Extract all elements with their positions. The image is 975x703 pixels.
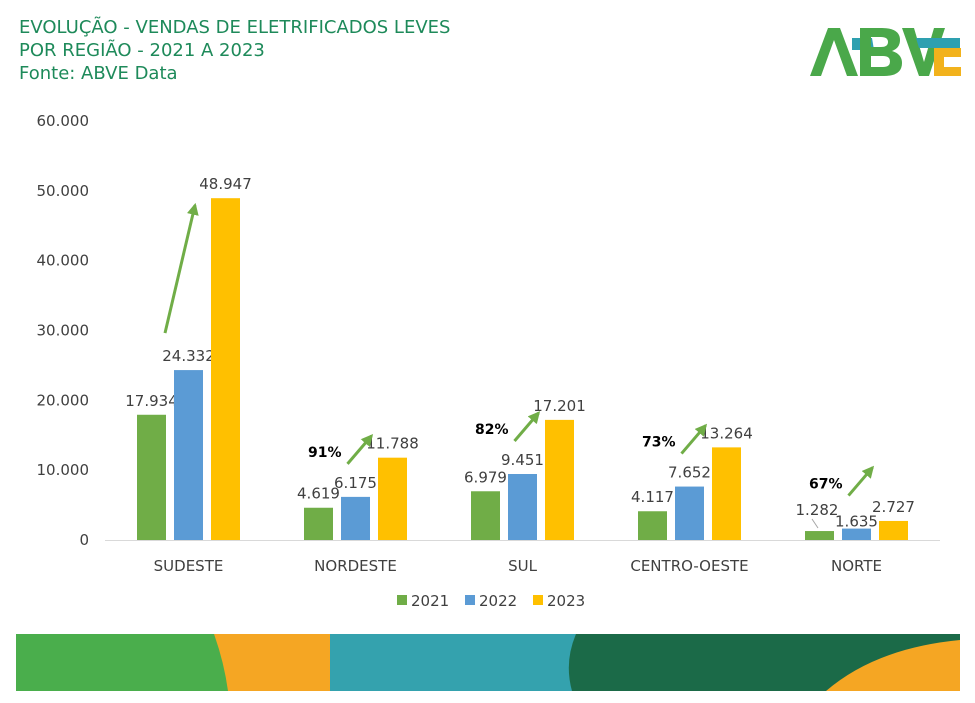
data-label: 17.201 — [533, 397, 586, 415]
bar-2023-nordeste — [378, 457, 407, 540]
growth-arrow — [847, 465, 875, 497]
chart-title-block: EVOLUÇÃO - VENDAS DE ELETRIFICADOS LEVES… — [19, 16, 450, 85]
bar-2023-norte — [879, 520, 908, 540]
bar-2021-norte — [805, 531, 834, 540]
chart-title-line-1: EVOLUÇÃO - VENDAS DE ELETRIFICADOS LEVES — [19, 17, 451, 38]
bar-2023-sul — [545, 419, 574, 540]
data-label: 4.117 — [631, 488, 674, 506]
bar-2022-norte — [842, 528, 871, 540]
x-tick-label: SUDESTE — [154, 557, 224, 575]
growth-arrow — [163, 202, 199, 334]
bar-2022-sul — [508, 474, 537, 540]
growth-label: 73% — [642, 435, 676, 451]
bar-2022-sudeste — [174, 370, 203, 540]
data-label: 6.175 — [334, 474, 377, 492]
data-label: 9.451 — [501, 451, 544, 469]
y-tick-label: 40.000 — [37, 252, 90, 270]
bar-2023-centro-oeste — [712, 447, 741, 540]
y-tick-label: 30.000 — [37, 322, 90, 340]
bar-chart: 0 10.000 20.000 30.000 40.000 50.000 60.000 17.… — [37, 112, 940, 610]
bar-2022-nordeste — [341, 496, 370, 540]
legend-swatch-2023 — [533, 595, 543, 605]
x-tick-label: SUL — [508, 557, 538, 575]
legend-label-2021: 2021 — [411, 592, 449, 610]
growth-label: 67% — [809, 477, 843, 493]
growth-label: 82% — [475, 422, 509, 438]
footer-color-band — [16, 634, 960, 691]
data-label: 17.934 — [125, 392, 178, 410]
growth-label: 91% — [308, 445, 342, 461]
bar-2021-sul — [471, 491, 500, 540]
y-tick-label: 0 — [79, 531, 89, 549]
y-tick-label: 10.000 — [37, 461, 90, 479]
growth-arrow — [680, 423, 708, 455]
growth-arrow — [346, 434, 374, 465]
bar-2023-sudeste — [211, 198, 240, 541]
x-tick-label: NORTE — [831, 557, 882, 575]
growth-arrow — [513, 411, 541, 442]
data-label: 1.635 — [835, 513, 878, 531]
data-label: 7.652 — [668, 464, 711, 482]
data-label: 11.788 — [366, 435, 419, 453]
data-label: 6.979 — [464, 468, 507, 486]
data-label: 2.727 — [872, 498, 915, 516]
x-tick-label: CENTRO-OESTE — [630, 557, 748, 575]
abve-logo-graphic — [810, 28, 961, 76]
data-label: 48.947 — [199, 175, 252, 193]
legend-label-2022: 2022 — [479, 592, 517, 610]
data-label-leader — [811, 518, 819, 529]
legend-label-2023: 2023 — [547, 592, 585, 610]
chart-title-line-2: POR REGIÃO - 2021 A 2023 — [19, 40, 265, 61]
data-label: 1.282 — [796, 501, 839, 519]
data-label: 4.619 — [297, 485, 340, 503]
bar-2021-nordeste — [304, 507, 333, 540]
abve-logo: ABVE — [808, 26, 963, 78]
x-tick-label: NORDESTE — [314, 557, 397, 575]
bar-2021-sudeste — [137, 414, 166, 540]
bar-2022-centro-oeste — [675, 486, 704, 540]
y-tick-label: 20.000 — [37, 391, 90, 409]
legend-swatch-2022 — [465, 595, 475, 605]
chart-source: Fonte: ABVE Data — [19, 63, 178, 84]
data-label: 24.332 — [162, 347, 215, 365]
legend-swatch-2021 — [397, 595, 407, 605]
data-label: 13.264 — [700, 424, 753, 442]
bar-2021-centro-oeste — [638, 511, 667, 540]
y-tick-label: 50.000 — [37, 182, 90, 200]
y-tick-label: 60.000 — [37, 112, 90, 130]
